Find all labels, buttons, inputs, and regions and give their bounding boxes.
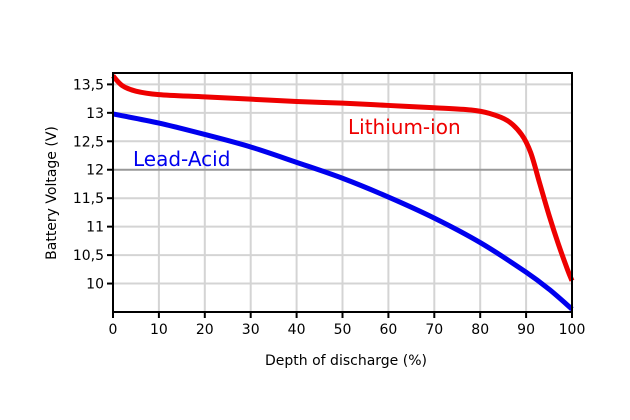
series-label-lithium-ion: Lithium-ion: [348, 115, 461, 139]
series-lines: [111, 74, 575, 312]
y-tick-label: 10,5: [73, 248, 104, 264]
x-axis-title: Depth of discharge (%): [265, 353, 427, 369]
x-tick-label: 30: [242, 322, 260, 338]
x-tick-label: 20: [196, 322, 214, 338]
y-tick-label: 11,5: [73, 191, 104, 207]
x-tick-label: 50: [334, 322, 352, 338]
x-tick-label: 70: [425, 322, 443, 338]
y-axis-title: Battery Voltage (V): [44, 126, 60, 260]
x-tick-label: 0: [109, 322, 118, 338]
x-tick-label: 60: [379, 322, 397, 338]
grid: [113, 73, 572, 312]
x-tick-label: 10: [150, 322, 168, 338]
y-tick-label: 10: [86, 277, 104, 293]
x-tick-label: 90: [517, 322, 535, 338]
y-tick-label: 13: [86, 106, 104, 122]
series-line-lead-acid: [112, 111, 574, 312]
x-axis-ticks: 0 10 20 30 40 50 60 70 80 90 100: [109, 312, 586, 338]
x-tick-label: 80: [471, 322, 489, 338]
y-tick-label: 11: [86, 220, 104, 236]
series-label-lead-acid: Lead-Acid: [133, 147, 230, 171]
y-tick-label: 13,5: [73, 77, 104, 93]
y-axis-ticks: 10 10,5 11 11,5 12 12,5 13 13,5: [73, 77, 113, 293]
series-line-lithium-ion: [111, 74, 575, 282]
x-tick-label: 100: [559, 322, 586, 338]
x-tick-label: 40: [288, 322, 306, 338]
y-tick-label: 12: [86, 163, 104, 179]
y-tick-label: 12,5: [73, 134, 104, 150]
